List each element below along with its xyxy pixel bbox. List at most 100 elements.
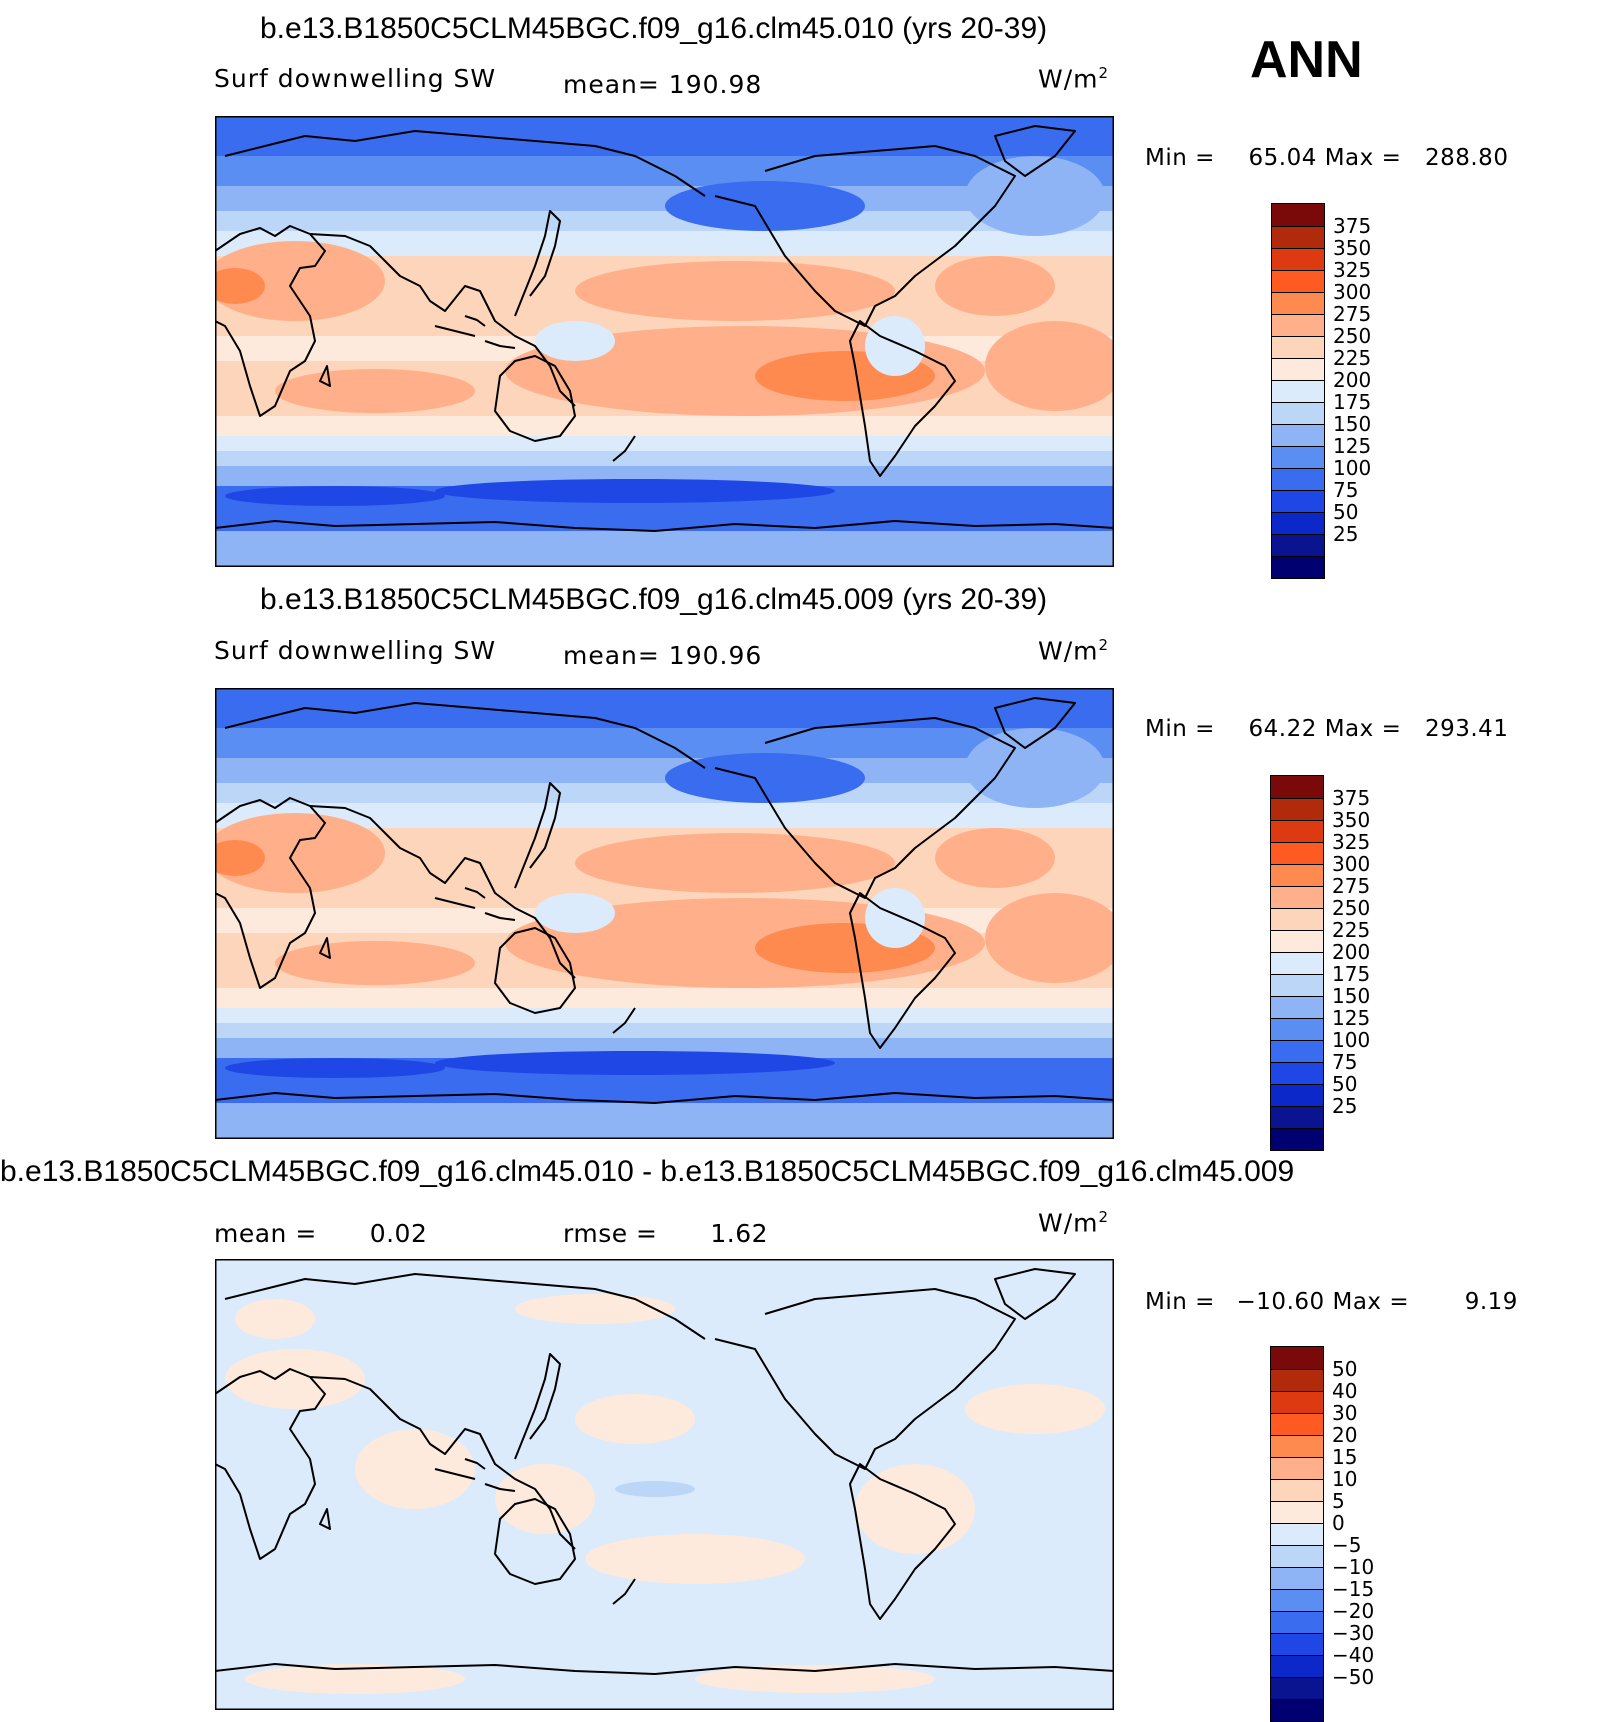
panel-3-rmse-label: rmse = — [563, 1219, 658, 1248]
colorbar-swatch — [1271, 1479, 1323, 1501]
panel-2-title: b.e13.B1850C5CLM45BGC.f09_g16.clm45.009 … — [260, 583, 1048, 616]
colorbar-swatch — [1271, 1413, 1323, 1435]
colorbar-swatch — [1271, 886, 1323, 908]
panel-1-title: b.e13.B1850C5CLM45BGC.f09_g16.clm45.010 … — [260, 12, 1048, 45]
colorbar-swatch — [1272, 226, 1324, 248]
colorbar-tick-label: 25 — [1332, 1094, 1358, 1118]
colorbar-swatch — [1271, 908, 1323, 930]
colorbar-tick-label: 250 — [1332, 896, 1371, 920]
colorbar-tick-label: 200 — [1333, 368, 1372, 392]
colorbar-tick-label: 250 — [1333, 324, 1372, 348]
colorbar-swatch — [1271, 1523, 1323, 1545]
panel-2-mean: mean= 190.96 — [563, 641, 763, 670]
panel-3-min-value: −10.60 — [1236, 1289, 1325, 1315]
colorbar-swatch — [1272, 314, 1324, 336]
colorbar-swatch — [1272, 248, 1324, 270]
colorbar-swatch — [1272, 490, 1324, 512]
panel-3-units: W/m2 — [1038, 1208, 1110, 1238]
colorbar-swatch — [1271, 930, 1323, 952]
colorbar-swatch — [1271, 1040, 1323, 1062]
colorbar-tick-label: 350 — [1332, 808, 1371, 832]
panel-3-colorbar — [1270, 1346, 1324, 1722]
colorbar-swatch — [1272, 556, 1324, 578]
panel-1-colorbar — [1271, 203, 1325, 579]
colorbar-swatch — [1271, 1677, 1323, 1699]
panel-2-map — [215, 688, 1114, 1139]
colorbar-swatch — [1271, 1128, 1323, 1150]
colorbar-tick-label: 75 — [1333, 478, 1359, 502]
panel-2-min-label: Min = — [1145, 716, 1215, 742]
colorbar-swatch — [1272, 468, 1324, 490]
colorbar-tick-label: 300 — [1332, 852, 1371, 876]
colorbar-tick-label: 375 — [1333, 214, 1372, 238]
colorbar-swatch — [1272, 512, 1324, 534]
colorbar-tick-label: 30 — [1332, 1401, 1358, 1425]
colorbar-tick-label: 275 — [1333, 302, 1372, 326]
colorbar-swatch — [1271, 1347, 1323, 1369]
colorbar-tick-label: 125 — [1332, 1006, 1371, 1030]
colorbar-swatch — [1272, 358, 1324, 380]
panel-2-minmax: Min = 64.22 Max = 293.41 — [1145, 716, 1508, 742]
panel-3-minmax: Min = −10.60 Max = 9.19 — [1145, 1289, 1518, 1315]
colorbar-tick-label: 10 — [1332, 1467, 1358, 1491]
colorbar-swatch — [1271, 1106, 1323, 1128]
panel-3-min-label: Min = — [1145, 1289, 1215, 1315]
colorbar-swatch — [1272, 380, 1324, 402]
colorbar-swatch — [1271, 1369, 1323, 1391]
colorbar-swatch — [1271, 1084, 1323, 1106]
colorbar-tick-label: 15 — [1332, 1445, 1358, 1469]
colorbar-tick-label: 50 — [1332, 1357, 1358, 1381]
panel-1-min-label: Min = — [1145, 145, 1215, 171]
colorbar-swatch — [1271, 1018, 1323, 1040]
panel-1-max-label: Max = — [1324, 145, 1402, 171]
colorbar-swatch — [1271, 842, 1323, 864]
panel-1-mean: mean= 190.98 — [563, 70, 763, 99]
panel-3-map — [215, 1259, 1114, 1710]
panel-3-mean: mean = 0.02 — [214, 1219, 427, 1248]
panel-3-rmse: rmse = 1.62 — [563, 1219, 768, 1248]
colorbar-tick-label: 50 — [1333, 500, 1359, 524]
colorbar-swatch — [1272, 424, 1324, 446]
panel-1-minmax: Min = 65.04 Max = 288.80 — [1145, 145, 1508, 171]
panel-3-mean-value: 0.02 — [369, 1219, 428, 1248]
colorbar-tick-label: 325 — [1332, 830, 1371, 854]
colorbar-tick-label: 200 — [1332, 940, 1371, 964]
panel-2-max-label: Max = — [1324, 716, 1402, 742]
colorbar-swatch — [1271, 1062, 1323, 1084]
colorbar-swatch — [1271, 1655, 1323, 1677]
colorbar-swatch — [1272, 204, 1324, 226]
colorbar-tick-label: −50 — [1332, 1665, 1375, 1689]
panel-2-units: W/m2 — [1038, 636, 1110, 666]
colorbar-tick-label: 275 — [1332, 874, 1371, 898]
colorbar-swatch — [1271, 1633, 1323, 1655]
colorbar-swatch — [1271, 1501, 1323, 1523]
colorbar-tick-label: 150 — [1333, 412, 1372, 436]
colorbar-tick-label: 100 — [1332, 1028, 1371, 1052]
colorbar-tick-label: 225 — [1332, 918, 1371, 942]
colorbar-tick-label: −15 — [1332, 1577, 1375, 1601]
colorbar-tick-label: 375 — [1332, 786, 1371, 810]
panel-1-variable: Surf downwelling SW — [214, 64, 497, 93]
panel-2-min-value: 64.22 — [1248, 716, 1317, 742]
panel-3-rmse-value: 1.62 — [710, 1219, 769, 1248]
colorbar-swatch — [1271, 1457, 1323, 1479]
colorbar-tick-label: 0 — [1332, 1511, 1345, 1535]
panel-3-max-value: 9.19 — [1464, 1289, 1518, 1315]
panel-2-variable: Surf downwelling SW — [214, 636, 497, 665]
colorbar-tick-label: 75 — [1332, 1050, 1358, 1074]
colorbar-tick-label: −5 — [1332, 1533, 1362, 1557]
colorbar-tick-label: 125 — [1333, 434, 1372, 458]
colorbar-tick-label: 50 — [1332, 1072, 1358, 1096]
colorbar-tick-label: 150 — [1332, 984, 1371, 1008]
panel-2-max-value: 293.41 — [1424, 716, 1509, 742]
panel-1-units: W/m2 — [1038, 64, 1110, 94]
colorbar-swatch — [1271, 820, 1323, 842]
colorbar-tick-label: 20 — [1332, 1423, 1358, 1447]
colorbar-tick-label: 325 — [1333, 258, 1372, 282]
colorbar-tick-label: 25 — [1333, 522, 1359, 546]
colorbar-swatch — [1272, 270, 1324, 292]
colorbar-tick-label: −30 — [1332, 1621, 1375, 1645]
season-label: ANN — [1250, 31, 1363, 89]
colorbar-tick-label: 40 — [1332, 1379, 1358, 1403]
colorbar-tick-label: −20 — [1332, 1599, 1375, 1623]
